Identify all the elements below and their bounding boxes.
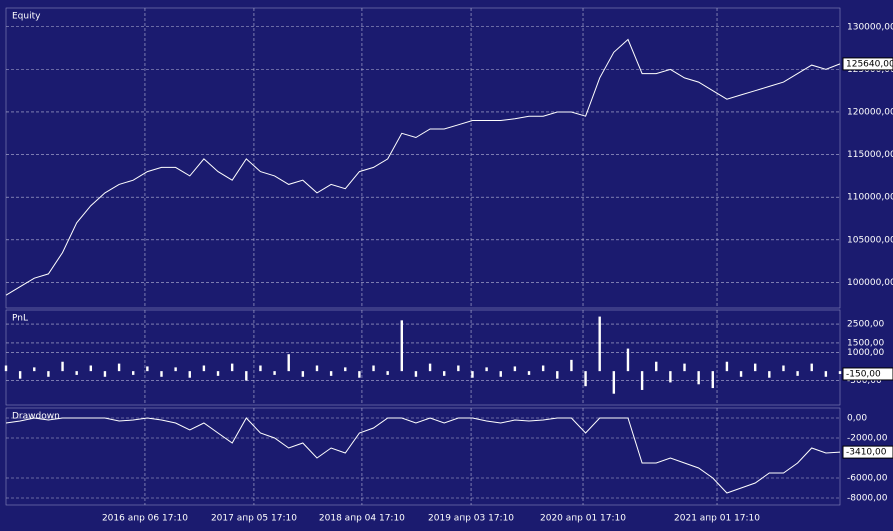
y-tick-label: -2000,00 bbox=[847, 434, 888, 444]
equity-line bbox=[5, 38, 841, 296]
bar bbox=[146, 366, 149, 372]
bar bbox=[372, 365, 375, 372]
bar bbox=[188, 371, 191, 378]
bar bbox=[315, 365, 319, 372]
bar bbox=[711, 371, 714, 389]
bar bbox=[18, 371, 22, 379]
y-tick-label: 0,00 bbox=[847, 414, 867, 424]
bar bbox=[626, 348, 630, 372]
y-tick-label: 1500,00 bbox=[847, 338, 884, 348]
last-value-box bbox=[842, 445, 893, 459]
bar bbox=[230, 363, 234, 372]
bar bbox=[174, 367, 177, 372]
bar bbox=[796, 371, 799, 376]
x-tick-label: 2018 апр 04 17:10 bbox=[319, 514, 405, 524]
bar bbox=[103, 371, 107, 377]
bar bbox=[513, 366, 517, 372]
y-tick-label: 120000,00 bbox=[847, 107, 893, 117]
bar bbox=[683, 363, 686, 372]
bar bbox=[400, 320, 403, 372]
bar bbox=[160, 371, 163, 377]
bar bbox=[584, 371, 587, 387]
bar bbox=[344, 367, 347, 372]
y-tick-label: -6000,00 bbox=[847, 474, 888, 484]
bar bbox=[443, 371, 446, 376]
bar bbox=[414, 371, 418, 377]
y-tick-label: 1000,00 bbox=[847, 348, 884, 358]
bar bbox=[301, 371, 305, 377]
last-value-label: -3410,00 bbox=[846, 448, 887, 458]
bar bbox=[838, 371, 842, 374]
y-tick-label: -500,00 bbox=[847, 376, 882, 386]
bar bbox=[527, 371, 531, 375]
bar bbox=[216, 371, 220, 376]
bar bbox=[556, 371, 559, 379]
x-tick-label: 2021 апр 01 17:10 bbox=[674, 514, 760, 524]
bar bbox=[824, 371, 828, 377]
bar bbox=[499, 371, 502, 377]
bar bbox=[117, 363, 121, 372]
bar bbox=[273, 371, 276, 375]
bar bbox=[47, 371, 50, 377]
y-tick-label: 2500,00 bbox=[847, 320, 884, 330]
bar bbox=[697, 371, 700, 385]
bar bbox=[640, 371, 644, 390]
bar bbox=[457, 365, 460, 372]
pane-title: Drawdown bbox=[12, 412, 60, 422]
x-tick-label: 2017 апр 05 17:10 bbox=[211, 514, 297, 524]
y-tick-label: 110000,00 bbox=[847, 193, 893, 203]
bar bbox=[4, 365, 8, 372]
bar bbox=[245, 371, 248, 381]
bar bbox=[782, 365, 785, 372]
pane-frame bbox=[5, 309, 841, 406]
bar bbox=[287, 354, 290, 372]
bar bbox=[598, 316, 601, 372]
bar bbox=[570, 359, 573, 372]
y-tick-label: 115000,00 bbox=[847, 150, 893, 160]
y-tick-label: 100000,00 bbox=[847, 278, 893, 288]
bar bbox=[75, 371, 78, 375]
bar bbox=[739, 371, 743, 377]
bar bbox=[61, 361, 64, 372]
last-value-box bbox=[842, 367, 893, 381]
bar bbox=[329, 371, 333, 376]
x-tick-label: 2020 апр 01 17:10 bbox=[540, 514, 626, 524]
bar bbox=[132, 371, 135, 375]
y-tick-label: 105000,00 bbox=[847, 235, 893, 245]
bar bbox=[202, 365, 206, 372]
pane-frame bbox=[5, 407, 841, 506]
bar bbox=[753, 363, 757, 372]
y-tick-label: -8000,00 bbox=[847, 494, 888, 504]
bar bbox=[386, 371, 389, 375]
bar bbox=[810, 363, 813, 372]
bar bbox=[428, 363, 432, 372]
bar bbox=[669, 371, 672, 383]
y-tick-label: 130000,00 bbox=[847, 22, 893, 32]
bar bbox=[655, 361, 658, 372]
bar bbox=[471, 371, 474, 378]
pane-title: PnL bbox=[12, 314, 28, 324]
x-tick-label: 2016 апр 06 17:10 bbox=[102, 514, 188, 524]
pane-frame bbox=[5, 7, 841, 309]
bar bbox=[358, 371, 361, 378]
x-tick-label: 2019 апр 03 17:10 bbox=[428, 514, 514, 524]
bar bbox=[612, 371, 616, 394]
bar bbox=[259, 365, 262, 372]
bar bbox=[485, 367, 488, 372]
last-value-label: 125640,00 bbox=[846, 59, 893, 69]
bar bbox=[541, 365, 545, 372]
bar bbox=[33, 367, 36, 372]
bar bbox=[725, 361, 729, 372]
last-value-label: -150,00 bbox=[846, 369, 881, 379]
bar bbox=[768, 371, 771, 378]
equity-line bbox=[5, 417, 841, 494]
bar bbox=[89, 365, 93, 372]
pane-title: Equity bbox=[12, 12, 41, 22]
last-value-box bbox=[842, 57, 893, 71]
